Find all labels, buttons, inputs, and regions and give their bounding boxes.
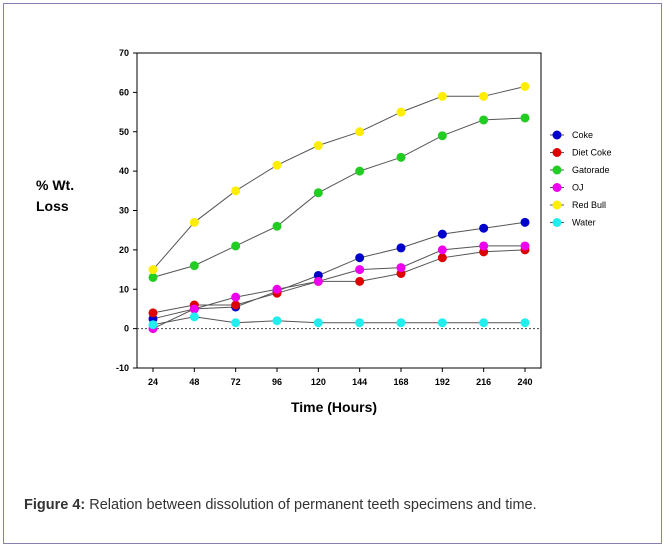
series-line-coke <box>152 221 526 320</box>
point-gatorade-72 <box>231 241 241 251</box>
y-axis-title-line-1: % Wt. <box>36 177 74 193</box>
y-tick-label-2: 10 <box>119 284 129 294</box>
point-red-bull-144 <box>355 127 365 137</box>
point-gatorade-192 <box>437 131 447 141</box>
legend-marker-diet-coke <box>552 148 562 157</box>
point-gatorade-144 <box>355 166 365 176</box>
point-red-bull-216 <box>479 91 489 101</box>
point-coke-168 <box>396 243 406 253</box>
point-red-bull-240 <box>520 81 530 91</box>
figure-caption: Figure 4: Relation between dissolution o… <box>24 495 654 515</box>
point-coke-216 <box>479 223 489 233</box>
point-coke-144 <box>355 253 365 263</box>
series-line-gatorade <box>152 117 526 278</box>
point-gatorade-96 <box>272 221 282 231</box>
x-tick-label-4: 120 <box>311 377 326 387</box>
x-tick-label-9: 240 <box>517 377 532 387</box>
x-tick-label-2: 72 <box>231 377 241 387</box>
series-line-diet-coke <box>152 249 526 314</box>
point-red-bull-192 <box>437 91 447 101</box>
x-tick-label-8: 216 <box>476 377 491 387</box>
point-water-168 <box>396 318 406 328</box>
point-gatorade-48 <box>189 261 199 271</box>
x-tick-label-1: 48 <box>189 377 199 387</box>
point-oj-120 <box>313 276 323 286</box>
point-gatorade-168 <box>396 152 406 162</box>
series-line-water <box>152 316 525 326</box>
legend-label-diet-coke: Diet Coke <box>572 148 612 158</box>
point-coke-192 <box>437 229 447 239</box>
point-red-bull-168 <box>396 107 406 117</box>
legend-label-coke: Coke <box>572 130 593 140</box>
point-gatorade-216 <box>479 115 489 125</box>
legend-marker-oj <box>552 183 562 192</box>
y-tick-label-4: 30 <box>119 206 129 216</box>
legend-marker-water <box>552 218 562 227</box>
y-tick-label-5: 40 <box>119 166 129 176</box>
y-tick-label-6: 50 <box>119 127 129 137</box>
y-tick-label-1: 0 <box>124 324 129 334</box>
point-gatorade-240 <box>520 113 530 123</box>
point-red-bull-24 <box>148 265 158 275</box>
point-oj-144 <box>355 265 365 275</box>
point-water-144 <box>355 318 365 328</box>
point-red-bull-96 <box>272 160 282 170</box>
caption-text: Relation between dissolution of permanen… <box>89 497 537 513</box>
series-line-oj <box>152 245 525 330</box>
point-water-192 <box>437 318 447 328</box>
point-oj-216 <box>479 241 489 251</box>
point-water-24 <box>148 320 158 330</box>
point-oj-48 <box>189 304 199 314</box>
legend-label-gatorade: Gatorade <box>572 165 610 175</box>
y-tick-label-0: -10 <box>116 363 129 373</box>
y-axis-title-line-2: Loss <box>36 198 69 214</box>
caption-label: Figure 4: <box>24 497 86 513</box>
x-tick-label-5: 144 <box>352 377 367 387</box>
x-tick-label-3: 96 <box>272 377 282 387</box>
y-tick-label-7: 60 <box>119 87 129 97</box>
point-diet-coke-24 <box>148 308 158 318</box>
point-diet-coke-192 <box>437 253 447 263</box>
point-red-bull-48 <box>189 217 199 227</box>
x-axis-title: Time (Hours) <box>291 399 377 415</box>
point-water-216 <box>479 318 489 328</box>
point-diet-coke-72 <box>231 300 241 310</box>
legend-label-red-bull: Red Bull <box>572 200 606 210</box>
point-water-240 <box>520 318 530 328</box>
x-tick-label-6: 168 <box>393 377 408 387</box>
legend-marker-red-bull <box>552 200 562 210</box>
point-coke-240 <box>520 217 530 227</box>
point-oj-96 <box>272 284 282 294</box>
point-gatorade-24 <box>148 272 158 282</box>
point-red-bull-72 <box>231 186 241 196</box>
point-diet-coke-144 <box>355 276 365 286</box>
point-water-48 <box>189 312 199 322</box>
point-oj-72 <box>231 292 241 302</box>
x-tick-label-7: 192 <box>435 377 450 387</box>
point-oj-168 <box>396 263 406 273</box>
point-oj-192 <box>437 245 447 255</box>
point-water-120 <box>313 318 323 328</box>
legend-marker-coke <box>552 130 562 140</box>
point-oj-240 <box>520 241 530 251</box>
series-line-red-bull <box>152 86 526 270</box>
legend-label-oj: OJ <box>572 183 584 193</box>
legend-marker-gatorade <box>552 165 562 175</box>
y-tick-label-3: 20 <box>119 245 129 255</box>
point-gatorade-120 <box>313 188 323 198</box>
figure-frame <box>3 3 662 544</box>
legend-label-water: Water <box>572 218 596 228</box>
y-tick-label-8: 70 <box>119 48 129 58</box>
point-water-72 <box>231 318 241 328</box>
x-tick-label-0: 24 <box>148 377 158 387</box>
point-red-bull-120 <box>313 141 323 151</box>
point-water-96 <box>272 316 282 326</box>
